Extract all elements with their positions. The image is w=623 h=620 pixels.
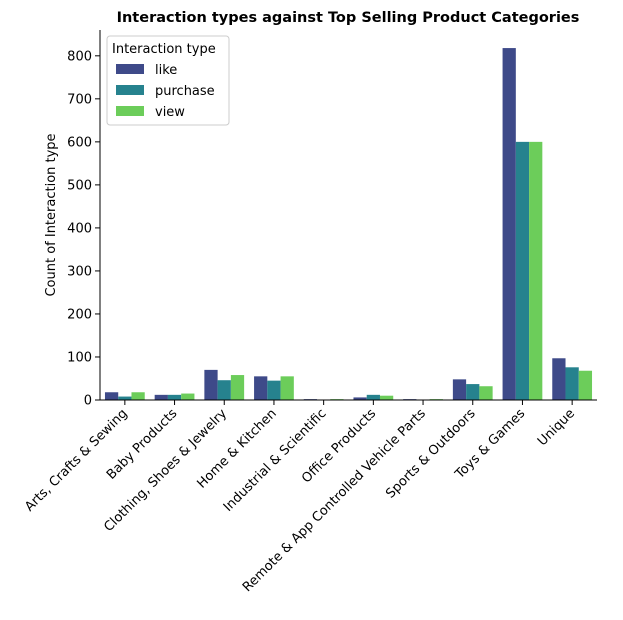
- bar-like-3: [254, 376, 268, 400]
- bar-view-7: [479, 386, 493, 400]
- y-tick-label: 800: [67, 49, 92, 64]
- legend-title: Interaction type: [112, 42, 216, 57]
- bar-like-8: [502, 48, 516, 400]
- bar-like-7: [452, 379, 467, 400]
- bar-view-9: [578, 370, 593, 400]
- bars-group: [104, 48, 593, 401]
- y-tick-label: 500: [67, 178, 92, 193]
- y-tick-label: 600: [67, 135, 92, 150]
- bar-purchase-8: [515, 141, 530, 401]
- legend-label-view: view: [155, 105, 185, 120]
- bar-purchase-1: [167, 394, 182, 400]
- bar-view-8: [529, 141, 543, 401]
- y-tick-label: 0: [84, 394, 92, 409]
- x-tick-label: Remote & App Controlled Vehicle Parts: [240, 406, 429, 595]
- bar-purchase-5: [366, 394, 380, 400]
- chart-title: Interaction types against Top Selling Pr…: [117, 10, 580, 26]
- bar-purchase-0: [118, 396, 132, 400]
- legend-swatch-purchase: [116, 85, 144, 95]
- legend-box: [106, 35, 230, 126]
- bar-purchase-2: [217, 380, 231, 400]
- legend-items: like purchase view: [116, 63, 215, 120]
- bar-like-2: [204, 369, 218, 400]
- legend-swatch-view: [116, 106, 144, 116]
- bar-view-5: [379, 395, 394, 400]
- bar-like-1: [154, 394, 168, 400]
- x-tick-label: Sports & Outdoors: [383, 406, 479, 502]
- legend-label-purchase: purchase: [155, 84, 215, 99]
- y-axis-label: Count of Interaction type: [44, 133, 59, 296]
- bar-purchase-7: [466, 384, 480, 400]
- y-tick-label: 200: [67, 307, 92, 322]
- y-tick-label: 300: [67, 264, 92, 279]
- bar-purchase-9: [565, 367, 579, 400]
- x-tick-label: Unique: [535, 406, 578, 449]
- legend-swatch-like: [116, 64, 144, 74]
- y-axis-ticks: 0 100 200 300 400 500 600 700 800: [67, 49, 100, 409]
- bar-view-1: [181, 393, 195, 400]
- y-tick-label: 400: [67, 221, 92, 236]
- bar-view-2: [230, 375, 245, 400]
- legend: Interaction type like purchase view: [106, 35, 230, 126]
- bar-like-0: [104, 392, 119, 400]
- bar-view-3: [280, 376, 294, 400]
- bar-purchase-3: [267, 380, 281, 400]
- legend-label-like: like: [155, 63, 177, 78]
- bar-view-0: [131, 392, 145, 400]
- bar-like-5: [353, 397, 367, 400]
- y-tick-label: 100: [67, 350, 92, 365]
- y-tick-label: 700: [67, 92, 92, 107]
- bar-like-9: [552, 358, 566, 400]
